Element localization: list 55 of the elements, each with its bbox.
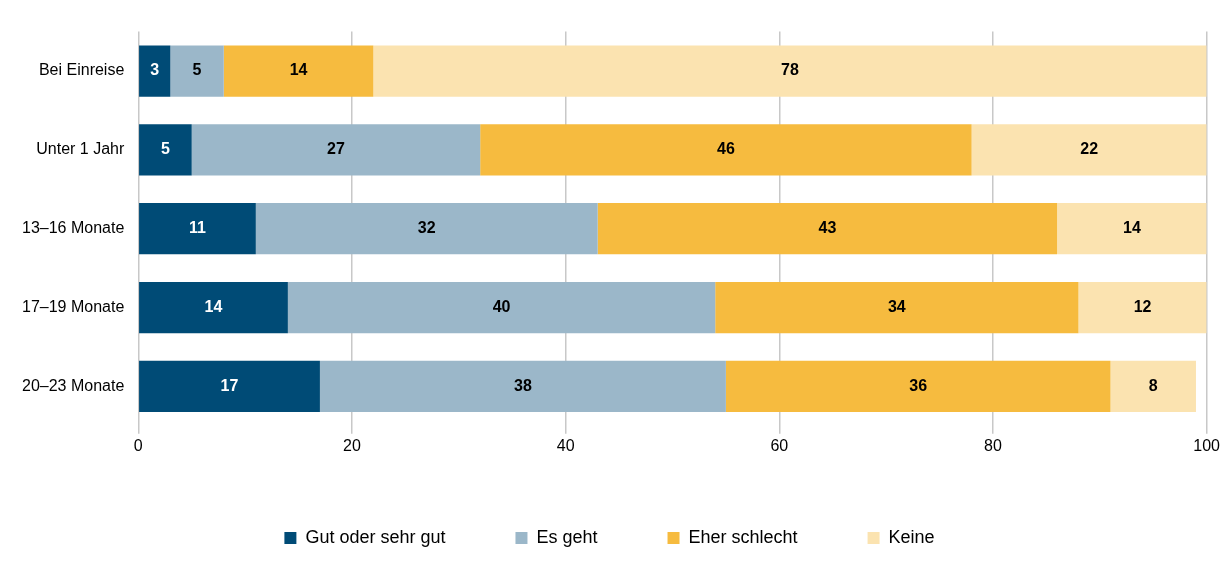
bar [1110,360,1196,412]
data-label: 22 [1080,140,1099,158]
bar [170,45,224,97]
x-tick-label: 80 [984,436,1002,454]
bar [597,203,1058,255]
bar [287,281,716,334]
y-tick-label: 13–16 Monate [21,219,125,237]
data-label: 78 [781,61,799,79]
data-label: 43 [818,219,837,237]
data-label: 5 [160,140,170,158]
x-tick-label: 40 [556,436,575,454]
bar [480,124,972,176]
legend-label: Eher schlecht [688,526,798,547]
y-tick-label: 20–23 Monate [21,376,125,394]
bar [139,203,256,255]
bar [255,203,598,255]
data-label: 14 [289,61,308,79]
bar [725,360,1111,412]
bar [1078,281,1207,334]
x-tick-label: 60 [770,436,789,454]
y-tick-label: Unter 1 Jahr [36,140,125,158]
data-label: 34 [887,297,906,315]
data-label: 40 [492,297,511,315]
bar [373,45,1207,97]
x-tick-label: 20 [343,436,361,454]
bar [1057,203,1207,255]
bar [139,45,171,97]
data-label: 8 [1148,376,1158,394]
y-tick-label: Bei Einreise [38,61,125,79]
data-label: 14 [1122,219,1141,237]
data-label: 32 [417,219,436,237]
bar [139,281,288,334]
legend-label: Es geht [536,526,598,547]
bar [971,124,1207,176]
data-label: 17 [220,376,239,394]
bar [715,281,1079,334]
x-tick-label: 0 [133,436,143,454]
legend-label: Gut oder sehr gut [305,526,446,547]
x-tick-label: 100 [1193,436,1221,454]
data-label: 5 [192,61,202,79]
data-label: 11 [188,219,206,237]
bar [139,124,192,176]
bar [139,360,320,412]
legend-label: Keine [888,526,935,547]
data-label: 27 [327,140,345,158]
data-label: 14 [204,297,223,315]
data-label: 3 [150,61,160,79]
bar [191,124,481,176]
bar [319,360,726,412]
data-label: 12 [1133,297,1152,315]
data-label: 36 [909,376,928,394]
data-label: 46 [717,140,735,158]
data-label: 38 [514,376,532,394]
y-tick-label: 17–19 Monate [21,297,125,315]
bar [223,45,374,97]
